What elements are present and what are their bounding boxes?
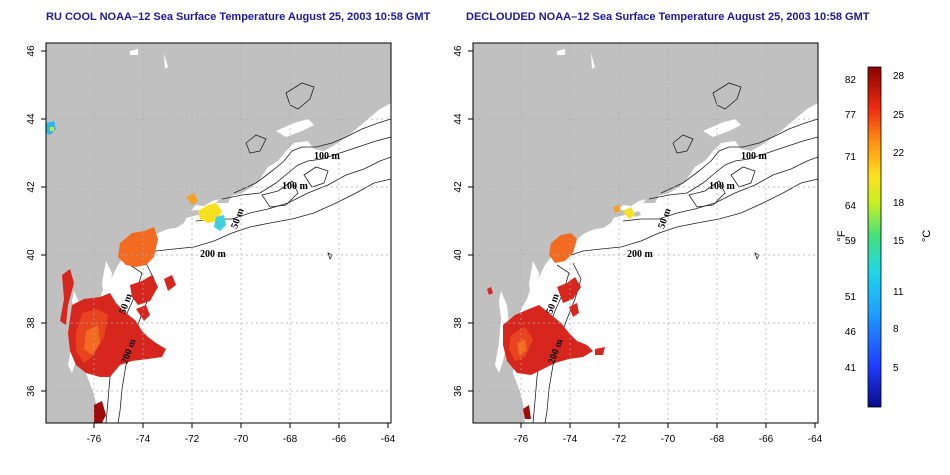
left-map-title: RU COOL NOAA–12 Sea Surface Temperature …	[46, 11, 431, 23]
isobath-label: 100 m	[709, 181, 736, 192]
x-tick-label: -74	[136, 434, 151, 445]
celsius-tick-label: 25	[893, 110, 905, 121]
fahrenheit-tick-label: 41	[845, 363, 857, 374]
y-tick-label: 46	[26, 45, 37, 57]
right-map-panel: 100 m 100 m 50 m 200 m 50 m 200 m -76 -7…	[453, 42, 823, 445]
map-frame	[45, 42, 392, 424]
map-frame	[472, 42, 819, 424]
y-tick-label: 44	[26, 113, 37, 125]
celsius-tick-label: 15	[893, 236, 905, 247]
celsius-tick-label: 18	[893, 198, 905, 209]
isobath-label: 200 m	[200, 249, 227, 260]
fahrenheit-tick-label: 51	[845, 292, 857, 303]
x-tick-label: -66	[332, 434, 347, 445]
y-tick-label: 42	[453, 181, 464, 193]
y-tick-label: 38	[26, 317, 37, 329]
fahrenheit-tick-label: 59	[845, 236, 857, 247]
graticule	[473, 43, 818, 423]
celsius-tick-label: 28	[893, 71, 905, 82]
x-tick-label: -66	[759, 434, 774, 445]
isobath-label: 100 m	[282, 181, 309, 192]
y-tick-label: 38	[453, 317, 464, 329]
x-tick-label: -64	[808, 434, 823, 445]
celsius-tick-label: 22	[893, 148, 905, 159]
x-tick-label: -70	[234, 434, 249, 445]
fahrenheit-tick-label: 46	[845, 327, 857, 338]
y-tick-label: 40	[453, 249, 464, 261]
celsius-tick-label: 8	[893, 324, 899, 335]
x-tick-label: -76	[514, 434, 529, 445]
x-tick-label: -72	[612, 434, 627, 445]
y-tick-label: 46	[453, 45, 464, 57]
fahrenheit-tick-label: 71	[845, 152, 857, 163]
right-map-title: DECLOUDED NOAA–12 Sea Surface Temperatur…	[466, 11, 870, 23]
y-tick-label: 42	[26, 181, 37, 193]
sst-field	[46, 121, 226, 423]
isobath-label: 100 m	[741, 151, 768, 162]
fahrenheit-tick-label: 77	[845, 110, 857, 121]
celsius-tick-label: 5	[893, 363, 899, 374]
fahrenheit-tick-label: 82	[845, 75, 857, 86]
y-tick-label: 36	[453, 385, 464, 397]
x-tick-label: -72	[185, 434, 200, 445]
colorbar-scale	[867, 66, 882, 408]
celsius-tick-label: 11	[893, 287, 904, 298]
isobath-label: 200 m	[627, 249, 654, 260]
x-tick-label: -68	[710, 434, 725, 445]
x-tick-label: -64	[381, 434, 396, 445]
y-tick-label: 40	[26, 249, 37, 261]
fahrenheit-tick-label: 64	[845, 201, 857, 212]
fahrenheit-unit-label: °F	[836, 230, 848, 241]
x-tick-label: -74	[563, 434, 578, 445]
x-tick-label: -68	[283, 434, 298, 445]
x-tick-label: -70	[661, 434, 676, 445]
colorbar: 82 77 71 64 59 51 46 41 28 25 22 18 15 1…	[836, 66, 933, 408]
y-tick-label: 44	[453, 113, 464, 125]
left-map-panel: 100 m 100 m 50 m 200 m 50 m 200 m -76 -7…	[26, 42, 396, 445]
celsius-unit-label: °C	[921, 230, 933, 242]
x-tick-label: -76	[87, 434, 102, 445]
y-tick-label: 36	[26, 385, 37, 397]
graticule	[46, 43, 391, 423]
isobath-label: 100 m	[314, 151, 341, 162]
